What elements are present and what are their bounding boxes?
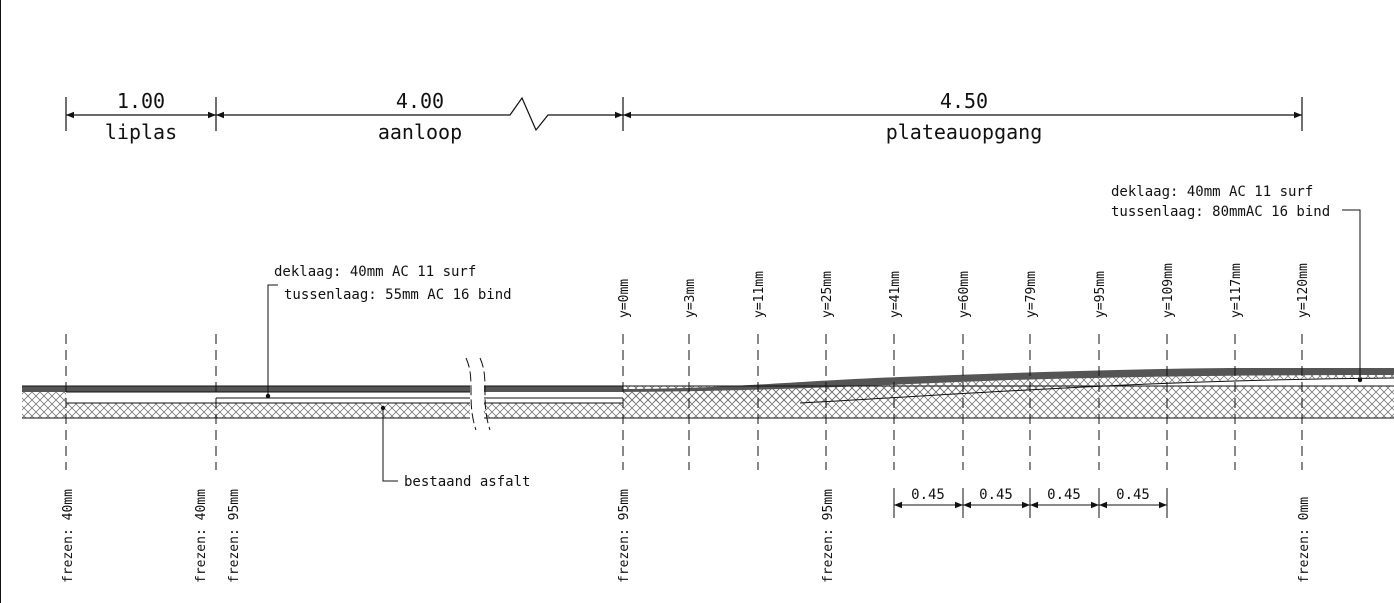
note-right-tussenlaag: tussenlaag: 80mmAC 16 bind bbox=[1111, 204, 1330, 220]
dim-label-1: liplas bbox=[105, 120, 177, 144]
y-label: y=41mm bbox=[888, 271, 903, 318]
frezen-label: frezen: 0mm bbox=[1297, 497, 1312, 583]
dim-label-3: plateauopgang bbox=[886, 120, 1043, 144]
note-left-deklaag: deklaag: 40mm AC 11 surf bbox=[274, 264, 476, 280]
frezen-label: frezen: 95mm bbox=[821, 489, 836, 583]
y-label: y=3mm bbox=[683, 279, 698, 318]
dim-value-1: 1.00 bbox=[117, 89, 165, 113]
road-section bbox=[22, 357, 1394, 431]
note-left-tussenlaag: tussenlaag: 55mm AC 16 bind bbox=[284, 287, 512, 303]
dim-value-3: 4.50 bbox=[940, 89, 988, 113]
note-right-deklaag: deklaag: 40mm AC 11 surf bbox=[1111, 184, 1313, 200]
y-label: y=120mm bbox=[1296, 263, 1311, 318]
y-label: y=60mm bbox=[957, 271, 972, 318]
y-label: y=25mm bbox=[820, 271, 835, 318]
note-existing-asphalt: bestaand asfalt bbox=[404, 474, 530, 490]
leader-dot bbox=[1357, 377, 1363, 383]
spacing-dimension bbox=[893, 488, 1168, 518]
y-label: y=0mm bbox=[617, 279, 632, 318]
station-lines bbox=[65, 334, 1303, 470]
spacing-label: 0.45 bbox=[1047, 487, 1081, 503]
spacing-label: 0.45 bbox=[979, 487, 1013, 503]
spacing-label: 0.45 bbox=[911, 487, 945, 503]
leader-dot bbox=[380, 405, 386, 411]
surface-layer bbox=[22, 386, 470, 392]
dim-value-2: 4.00 bbox=[396, 89, 444, 113]
dim-label-2: aanloop bbox=[378, 120, 462, 144]
surface-layer bbox=[484, 386, 623, 392]
y-label: y=11mm bbox=[752, 271, 767, 318]
leader-dot bbox=[265, 393, 271, 399]
leader-lines bbox=[267, 209, 1361, 482]
frezen-label: frezen: 40mm bbox=[61, 489, 76, 583]
frezen-label: frezen: 95mm bbox=[227, 489, 242, 583]
frezen-label: frezen: 40mm bbox=[194, 489, 209, 583]
break-symbol bbox=[465, 357, 491, 431]
frezen-label: frezen: 95mm bbox=[617, 489, 632, 583]
dimension-line bbox=[65, 96, 1303, 132]
y-label: y=117mm bbox=[1229, 263, 1244, 318]
y-label: y=79mm bbox=[1024, 271, 1039, 318]
y-label: y=109mm bbox=[1161, 263, 1176, 318]
y-label: y=95mm bbox=[1093, 271, 1108, 318]
spacing-label: 0.45 bbox=[1116, 487, 1150, 503]
